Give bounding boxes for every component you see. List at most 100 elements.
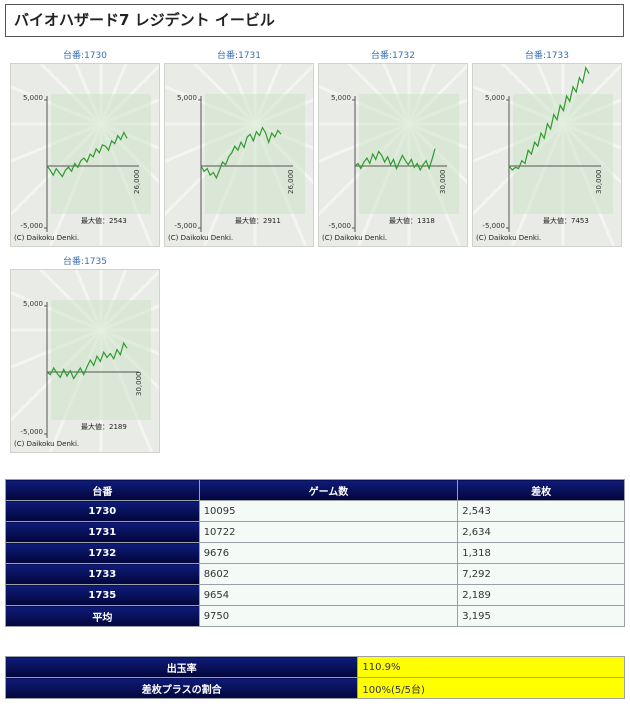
max-number: 2543: [109, 217, 127, 225]
row-games: 9750: [198, 605, 459, 627]
x-end-label: 30,000: [439, 169, 447, 195]
max-number: 7453: [571, 217, 589, 225]
row-games: 9654: [198, 584, 459, 606]
summary-value-plus-ratio: 100%(5/5台): [357, 677, 625, 699]
max-prefix: 最大値：: [81, 423, 109, 431]
max-value: 最大値：7453: [543, 216, 589, 226]
copyright: (C) Daikoku Denki.: [168, 234, 234, 242]
row-diff: 2,543: [457, 500, 625, 522]
summary-row: 差枚プラスの割合 100%(5/5台): [4, 677, 625, 699]
row-diff: 7,292: [457, 563, 625, 585]
results-table: 台番 ゲーム数 差枚 1730 10095 2,543 1731 10722 2…: [5, 479, 625, 627]
max-prefix: 最大値：: [543, 217, 571, 225]
x-end-label: 30,000: [135, 371, 143, 397]
bg-board: [359, 94, 459, 214]
slump-graph: 5,000 -5,000 26,000 最大値：2543 (C) Daikoku…: [10, 63, 160, 247]
graph-card-1735[interactable]: 台番:1735 5,000 -5,000 30,000 最大値：2189 (C)…: [10, 256, 160, 453]
max-number: 2911: [263, 217, 281, 225]
graph-canvas: [319, 64, 467, 246]
machine-link-1733[interactable]: 台番:1733: [525, 51, 569, 61]
row-games: 10722: [198, 521, 459, 543]
y-top-label: 5,000: [22, 300, 43, 308]
copyright: (C) Daikoku Denki.: [476, 234, 542, 242]
row-diff: 3,195: [457, 605, 625, 627]
row-machine-id: 1733: [5, 563, 200, 585]
table-row: 1735 9654 2,189: [5, 584, 625, 606]
copyright: (C) Daikoku Denki.: [322, 234, 388, 242]
graph-card-1730[interactable]: 台番:1730 5,000 -5,000 26,000 最大値：2543 (C)…: [10, 50, 160, 247]
machine-link-1731[interactable]: 台番:1731: [217, 51, 261, 61]
summary-label-payout: 出玉率: [4, 656, 359, 678]
x-end-label: 30,000: [595, 169, 603, 195]
summary-table: 出玉率 110.9% 差枚プラスの割合 100%(5/5台): [4, 656, 625, 699]
y-top-label: 5,000: [176, 94, 197, 102]
bg-board: [51, 94, 151, 214]
summary-label-plus-ratio: 差枚プラスの割合: [4, 677, 359, 699]
table-row-average: 平均 9750 3,195: [5, 605, 625, 627]
table-row: 1732 9676 1,318: [5, 542, 625, 564]
y-bottom-label: -5,000: [174, 222, 197, 230]
slump-line: [46, 131, 128, 178]
y-top-label: 5,000: [22, 94, 43, 102]
slump-line: [508, 65, 590, 171]
max-value: 最大値：2543: [81, 216, 127, 226]
max-value: 最大値：2911: [235, 216, 281, 226]
slump-line: [200, 126, 282, 180]
max-value: 最大値：2189: [81, 422, 127, 432]
slump-graph: 5,000 -5,000 30,000 最大値：1318 (C) Daikoku…: [318, 63, 468, 247]
row-machine-id: 1730: [5, 500, 200, 522]
row-diff: 2,634: [457, 521, 625, 543]
slump-graph: 5,000 -5,000 30,000 最大値：7453 (C) Daikoku…: [472, 63, 622, 247]
header-games: ゲーム数: [198, 479, 459, 501]
row-average-label: 平均: [5, 605, 200, 627]
graph-canvas: [165, 64, 313, 246]
max-prefix: 最大値：: [235, 217, 263, 225]
y-bottom-label: -5,000: [482, 222, 505, 230]
machine-link-1735[interactable]: 台番:1735: [63, 257, 107, 267]
slump-line: [354, 148, 436, 172]
header-machine: 台番: [5, 479, 200, 501]
summary-row: 出玉率 110.9%: [4, 656, 625, 678]
graph-card-1732[interactable]: 台番:1732 5,000 -5,000 30,000 最大値：1318 (C)…: [318, 50, 468, 247]
graph-canvas: [11, 270, 159, 452]
graph-canvas: [11, 64, 159, 246]
machine-link-1730[interactable]: 台番:1730: [63, 51, 107, 61]
graph-card-1731[interactable]: 台番:1731 5,000 -5,000 26,000 最大値：2911 (C)…: [164, 50, 314, 247]
graph-canvas: [473, 64, 621, 246]
row-machine-id: 1732: [5, 542, 200, 564]
y-bottom-label: -5,000: [20, 222, 43, 230]
max-prefix: 最大値：: [81, 217, 109, 225]
table-row: 1731 10722 2,634: [5, 521, 625, 543]
machine-link-1732[interactable]: 台番:1732: [371, 51, 415, 61]
max-value: 最大値：1318: [389, 216, 435, 226]
x-end-label: 26,000: [287, 169, 295, 195]
max-prefix: 最大値：: [389, 217, 417, 225]
y-bottom-label: -5,000: [20, 428, 43, 436]
y-top-label: 5,000: [330, 94, 351, 102]
graph-card-1733[interactable]: 台番:1733 5,000 -5,000 30,000 最大値：7453 (C)…: [472, 50, 622, 247]
header-diff: 差枚: [457, 479, 625, 501]
slump-graph: 5,000 -5,000 26,000 最大値：2911 (C) Daikoku…: [164, 63, 314, 247]
row-diff: 2,189: [457, 584, 625, 606]
row-games: 9676: [198, 542, 459, 564]
row-machine-id: 1735: [5, 584, 200, 606]
copyright: (C) Daikoku Denki.: [14, 234, 80, 242]
page-title: バイオハザード7 レジデント イービル: [5, 4, 624, 37]
y-bottom-label: -5,000: [328, 222, 351, 230]
bg-board: [513, 94, 613, 214]
table-row: 1733 8602 7,292: [5, 563, 625, 585]
y-top-label: 5,000: [484, 94, 505, 102]
max-number: 2189: [109, 423, 127, 431]
row-games: 10095: [198, 500, 459, 522]
row-machine-id: 1731: [5, 521, 200, 543]
slump-graph: 5,000 -5,000 30,000 最大値：2189 (C) Daikoku…: [10, 269, 160, 453]
x-end-label: 26,000: [133, 169, 141, 195]
copyright: (C) Daikoku Denki.: [14, 440, 80, 448]
summary-value-payout: 110.9%: [357, 656, 625, 678]
row-games: 8602: [198, 563, 459, 585]
table-row: 1730 10095 2,543: [5, 500, 625, 522]
bg-board: [205, 94, 305, 214]
max-number: 1318: [417, 217, 435, 225]
table-header-row: 台番 ゲーム数 差枚: [5, 479, 625, 501]
row-diff: 1,318: [457, 542, 625, 564]
